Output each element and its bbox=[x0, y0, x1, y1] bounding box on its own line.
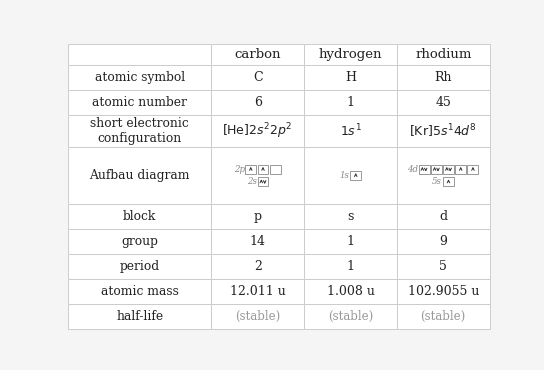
Bar bbox=[397, 204, 490, 229]
Bar bbox=[68, 44, 211, 64]
Bar bbox=[211, 304, 304, 329]
Text: group: group bbox=[121, 235, 158, 248]
Text: period: period bbox=[120, 260, 160, 273]
Bar bbox=[211, 229, 304, 254]
Bar bbox=[68, 64, 211, 90]
Text: p: p bbox=[254, 210, 262, 223]
Text: rhodium: rhodium bbox=[415, 48, 472, 61]
Bar bbox=[455, 165, 466, 174]
Text: Aufbau diagram: Aufbau diagram bbox=[89, 169, 190, 182]
Text: (stable): (stable) bbox=[421, 310, 466, 323]
Bar bbox=[443, 177, 454, 186]
Bar bbox=[304, 44, 397, 64]
Bar bbox=[304, 279, 397, 304]
Text: short electronic
configuration: short electronic configuration bbox=[90, 117, 189, 145]
Text: Rh: Rh bbox=[435, 71, 452, 84]
Bar bbox=[211, 279, 304, 304]
Bar bbox=[257, 177, 269, 186]
Text: 2s: 2s bbox=[246, 177, 257, 186]
Text: $\mathregular{[Kr]5}s^{\mathregular{1}}\mathregular{4}d^{\mathregular{8}}$: $\mathregular{[Kr]5}s^{\mathregular{1}}\… bbox=[409, 122, 477, 140]
Text: 102.9055 u: 102.9055 u bbox=[407, 285, 479, 298]
Bar bbox=[68, 304, 211, 329]
Text: 1.008 u: 1.008 u bbox=[326, 285, 374, 298]
Text: C: C bbox=[253, 71, 263, 84]
Bar bbox=[211, 44, 304, 64]
Text: $\mathregular{[He]2}s^{\mathregular{2}}\mathregular{2}p^{\mathregular{2}}$: $\mathregular{[He]2}s^{\mathregular{2}}\… bbox=[222, 121, 293, 141]
Text: atomic mass: atomic mass bbox=[101, 285, 178, 298]
Text: 5: 5 bbox=[440, 260, 447, 273]
Bar bbox=[304, 304, 397, 329]
Text: s: s bbox=[347, 210, 354, 223]
Text: $\mathregular{1}s^{\mathregular{1}}$: $\mathregular{1}s^{\mathregular{1}}$ bbox=[339, 123, 361, 139]
Text: 2: 2 bbox=[254, 260, 262, 273]
Bar bbox=[304, 254, 397, 279]
Text: hydrogen: hydrogen bbox=[319, 48, 382, 61]
Bar bbox=[245, 165, 256, 174]
Bar bbox=[397, 44, 490, 64]
Bar bbox=[68, 204, 211, 229]
Text: 4d: 4d bbox=[407, 165, 418, 174]
Bar bbox=[443, 165, 454, 174]
Bar bbox=[304, 64, 397, 90]
Text: (stable): (stable) bbox=[235, 310, 280, 323]
Bar bbox=[68, 115, 211, 147]
Text: 1s: 1s bbox=[339, 171, 349, 180]
Bar bbox=[211, 147, 304, 204]
Bar bbox=[68, 279, 211, 304]
Text: 2p: 2p bbox=[234, 165, 245, 174]
Text: 12.011 u: 12.011 u bbox=[230, 285, 286, 298]
Text: 1: 1 bbox=[347, 235, 355, 248]
Bar bbox=[418, 165, 430, 174]
Text: 1: 1 bbox=[347, 260, 355, 273]
Text: atomic symbol: atomic symbol bbox=[95, 71, 185, 84]
Bar bbox=[431, 165, 442, 174]
Bar bbox=[68, 147, 211, 204]
Bar bbox=[257, 165, 269, 174]
Bar bbox=[211, 64, 304, 90]
Bar bbox=[397, 279, 490, 304]
Bar bbox=[68, 90, 211, 115]
Text: H: H bbox=[345, 71, 356, 84]
Text: 1: 1 bbox=[347, 96, 355, 109]
Bar bbox=[397, 147, 490, 204]
Bar bbox=[304, 90, 397, 115]
Text: carbon: carbon bbox=[234, 48, 281, 61]
Bar bbox=[397, 90, 490, 115]
Bar bbox=[397, 229, 490, 254]
Bar bbox=[304, 147, 397, 204]
Bar bbox=[304, 204, 397, 229]
Bar bbox=[304, 229, 397, 254]
Bar bbox=[68, 229, 211, 254]
Bar bbox=[211, 254, 304, 279]
Bar bbox=[397, 304, 490, 329]
Bar bbox=[211, 115, 304, 147]
Text: 14: 14 bbox=[250, 235, 265, 248]
Text: atomic number: atomic number bbox=[92, 96, 187, 109]
Bar bbox=[270, 165, 281, 174]
Text: 9: 9 bbox=[440, 235, 447, 248]
Text: 45: 45 bbox=[435, 96, 451, 109]
Text: 5s: 5s bbox=[432, 177, 442, 186]
Bar bbox=[467, 165, 478, 174]
Text: (stable): (stable) bbox=[328, 310, 373, 323]
Text: d: d bbox=[439, 210, 447, 223]
Bar bbox=[304, 115, 397, 147]
Bar bbox=[397, 115, 490, 147]
Bar bbox=[211, 204, 304, 229]
Text: 6: 6 bbox=[254, 96, 262, 109]
Bar bbox=[68, 254, 211, 279]
Bar bbox=[350, 171, 361, 180]
Bar bbox=[397, 254, 490, 279]
Text: half-life: half-life bbox=[116, 310, 163, 323]
Bar bbox=[397, 64, 490, 90]
Text: block: block bbox=[123, 210, 156, 223]
Bar bbox=[211, 90, 304, 115]
